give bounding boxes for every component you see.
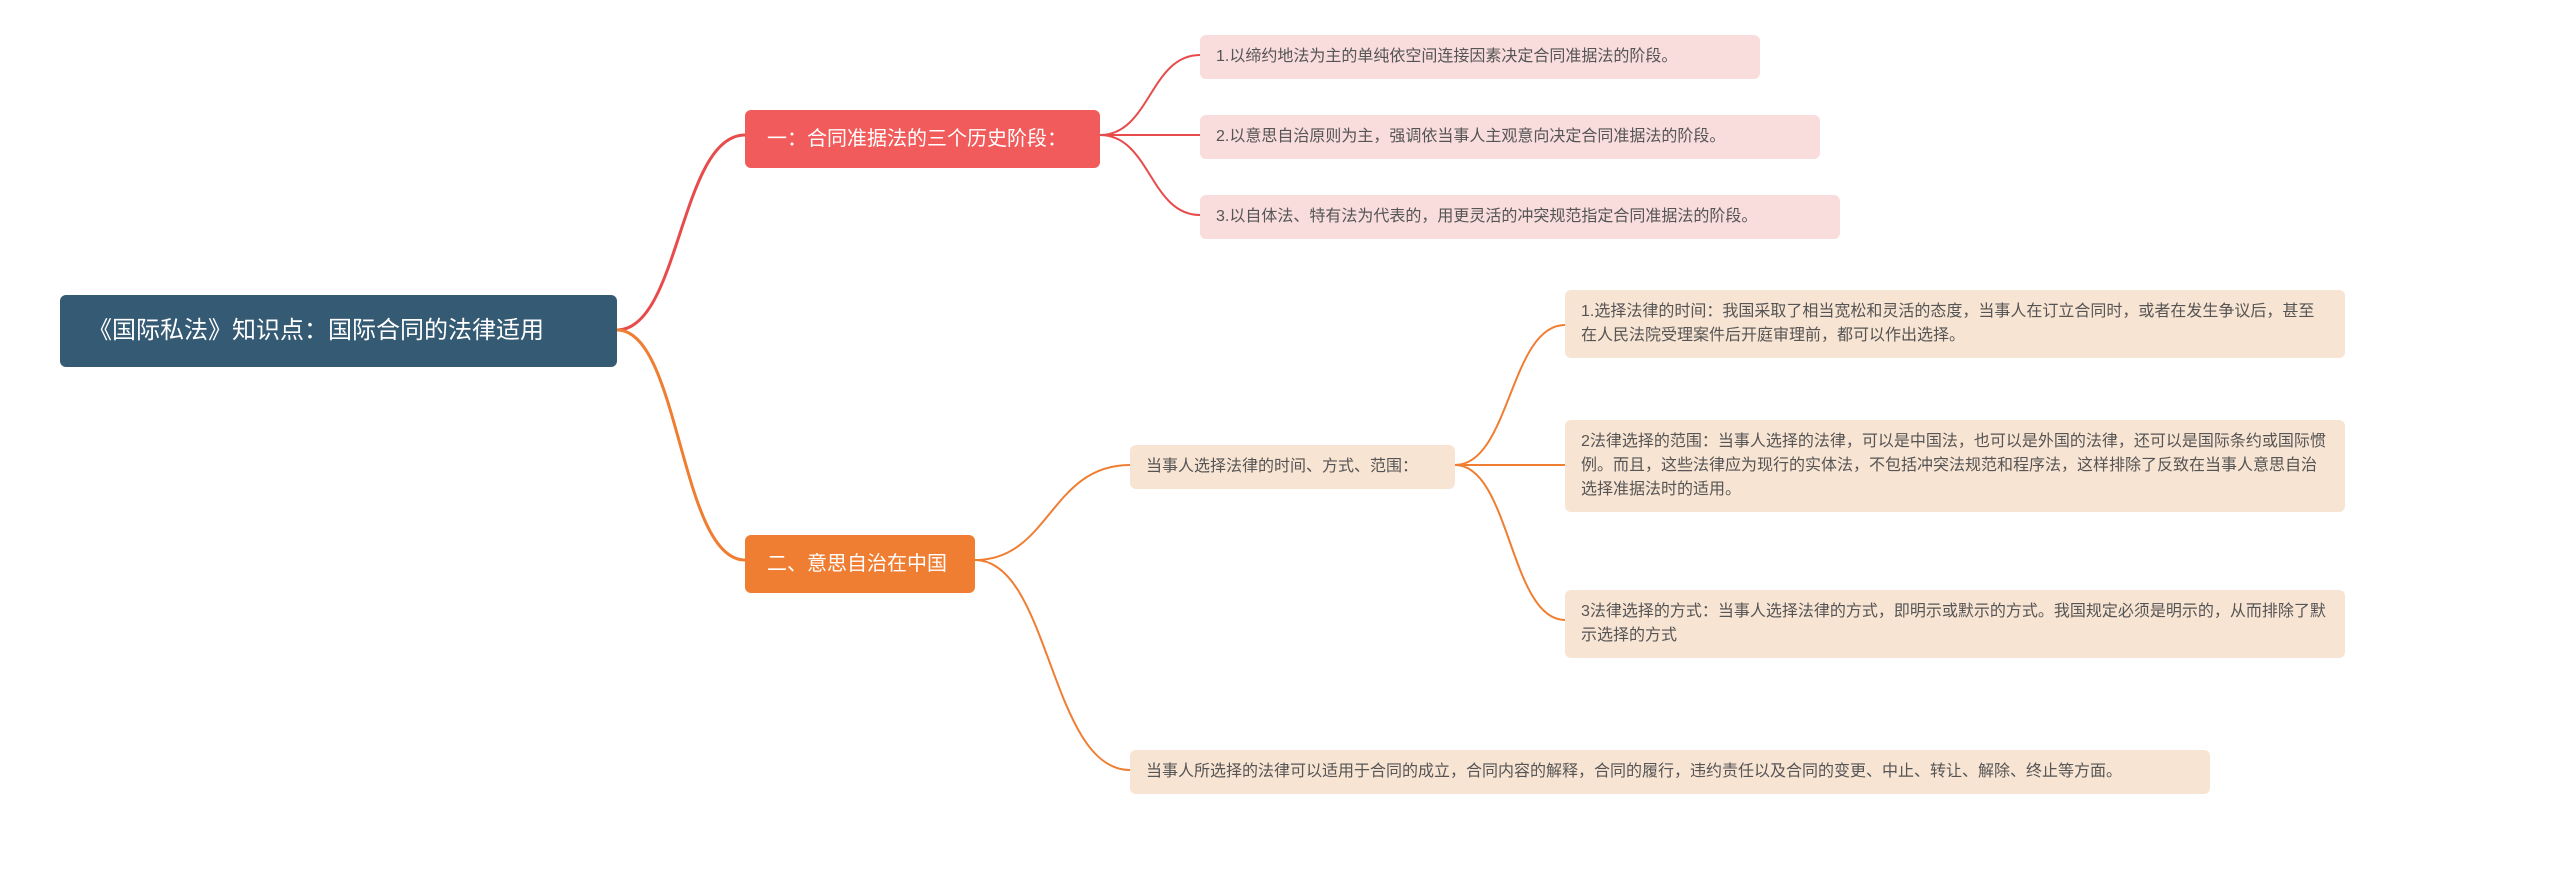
branch-2: 二、意思自治在中国 xyxy=(745,535,975,593)
leaf-2c: 3法律选择的方式：当事人选择法律的方式，即明示或默示的方式。我国规定必须是明示的… xyxy=(1565,590,2345,658)
leaf-1c: 3.以自体法、特有法为代表的，用更灵活的冲突规范指定合同准据法的阶段。 xyxy=(1200,195,1840,239)
leaf-2a: 1.选择法律的时间：我国采取了相当宽松和灵活的态度，当事人在订立合同时，或者在发… xyxy=(1565,290,2345,358)
root-node: 《国际私法》知识点：国际合同的法律适用 xyxy=(60,295,617,367)
leaf-1a: 1.以缔约地法为主的单纯依空间连接因素决定合同准据法的阶段。 xyxy=(1200,35,1760,79)
branch-1: 一：合同准据法的三个历史阶段： xyxy=(745,110,1100,168)
branch-2-sub1: 当事人选择法律的时间、方式、范围： xyxy=(1130,445,1455,489)
leaf-1b: 2.以意思自治原则为主，强调依当事人主观意向决定合同准据法的阶段。 xyxy=(1200,115,1820,159)
branch-2-sub2: 当事人所选择的法律可以适用于合同的成立，合同内容的解释，合同的履行，违约责任以及… xyxy=(1130,750,2210,794)
leaf-2b: 2法律选择的范围：当事人选择的法律，可以是中国法，也可以是外国的法律，还可以是国… xyxy=(1565,420,2345,512)
